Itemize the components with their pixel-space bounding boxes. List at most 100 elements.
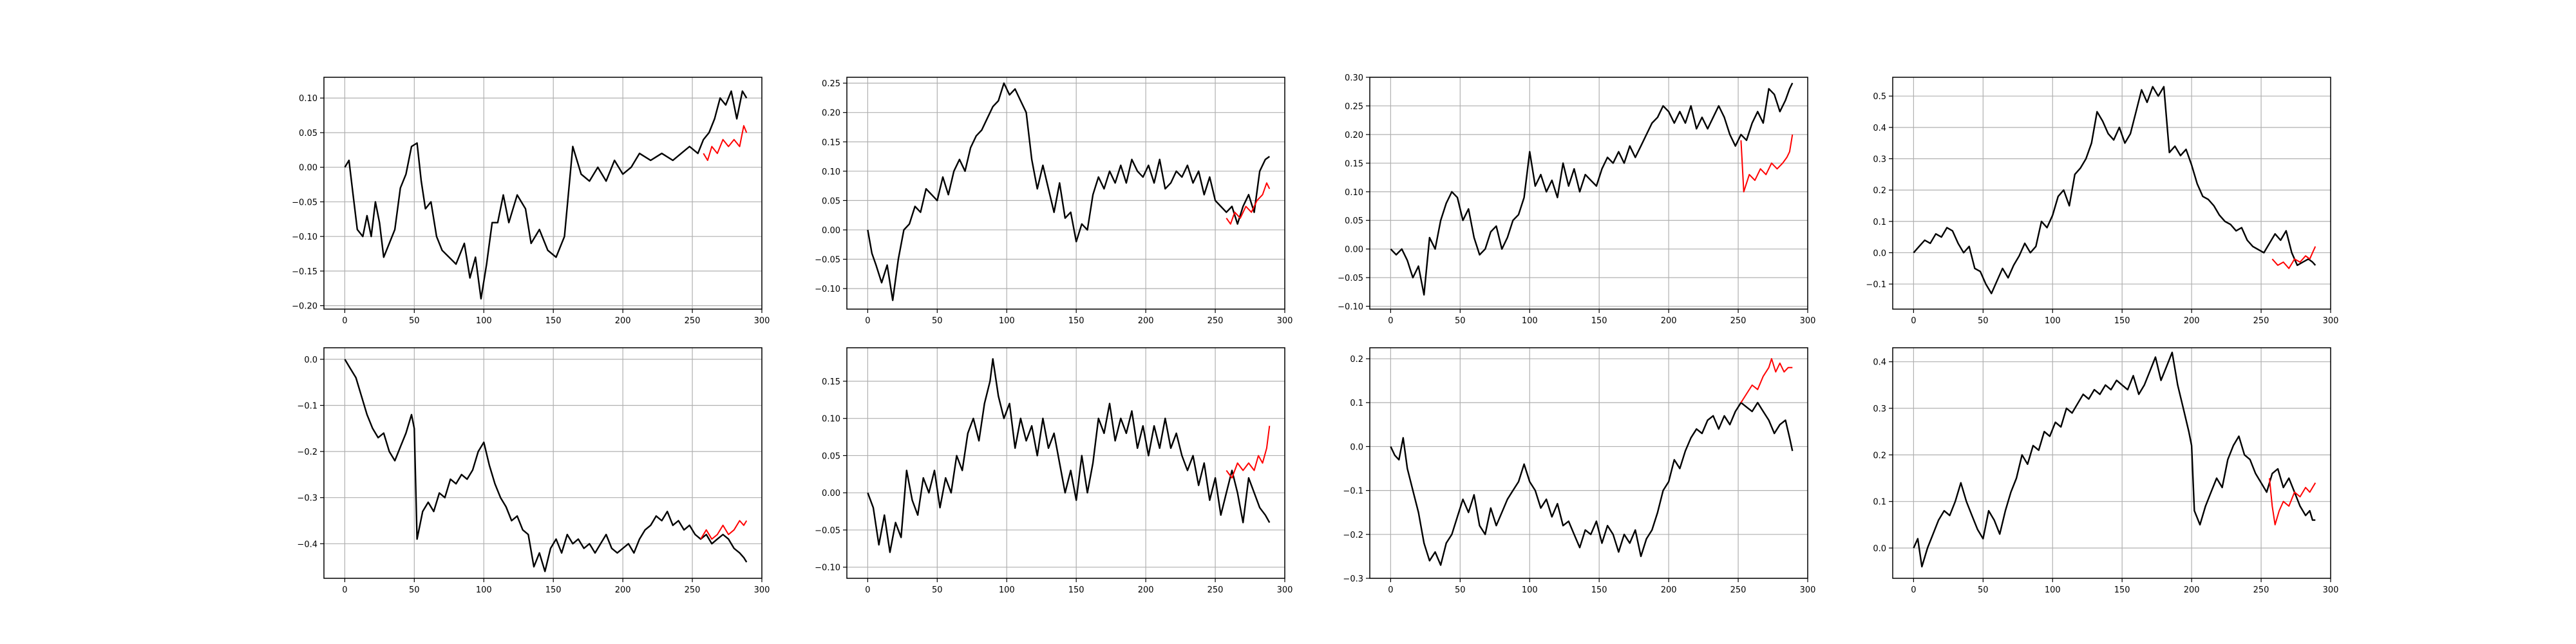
chart-panel: 0 50 100 150 200 250 300 0.2 0.1 0.0 −0.1 −0.2 −0.3 xyxy=(1325,341,1816,604)
x-tick-label: 200 xyxy=(615,316,631,326)
y-tick-label: −0.05 xyxy=(292,198,317,207)
plot-background xyxy=(324,348,762,578)
x-tick-label: 200 xyxy=(1138,585,1154,595)
plot-area: 0 50 100 150 200 250 300 0.2 0.1 0.0 −0.1 −0.2 −0.3 xyxy=(1343,347,1816,595)
x-tick-label: 250 xyxy=(685,585,701,595)
plot-background xyxy=(1893,348,2331,578)
x-tick-label: 300 xyxy=(754,316,770,326)
chart-panel: 0 50 100 150 200 250 300 0.5 0.4 0.3 0.2 0.1 0.0 −0.1 xyxy=(1848,71,2339,335)
y-tick-label: 0.10 xyxy=(1345,188,1363,198)
plot-background xyxy=(1893,77,2331,309)
x-tick-label: 300 xyxy=(1800,316,1816,326)
y-tick-label: 0.25 xyxy=(822,79,840,89)
series-line-actual xyxy=(1390,82,1794,296)
axes-frame xyxy=(323,347,762,579)
series-line-actual xyxy=(1913,86,2316,294)
x-tick-label: 50 xyxy=(1978,585,1989,595)
x-tick-label: 50 xyxy=(1455,585,1466,595)
y-tick-label: −0.2 xyxy=(297,448,317,457)
y-tick-label: 0.0 xyxy=(1873,249,1886,258)
y-tick-label: 0.00 xyxy=(822,226,840,236)
series-line-forecast xyxy=(2269,478,2316,526)
y-tick-label: 0.3 xyxy=(1873,155,1886,164)
x-tick-label: 300 xyxy=(1277,316,1293,326)
x-tick-label: 150 xyxy=(2114,585,2130,595)
x-tick-label: 200 xyxy=(1661,316,1677,326)
y-tick-label: −0.20 xyxy=(292,302,317,312)
plot-area: 0 50 100 150 200 250 300 0.10 0.05 0.00 −0.05 −0.10… xyxy=(292,77,770,326)
x-tick-label: 0 xyxy=(1911,585,1916,595)
y-tick-label: 0.4 xyxy=(1873,358,1886,368)
y-tick-label: 0.10 xyxy=(299,94,317,104)
x-tick-label: 50 xyxy=(409,316,420,326)
series-line-actual xyxy=(1390,401,1794,566)
y-tick-label: −0.3 xyxy=(1343,574,1363,584)
y-tick-label: 0.5 xyxy=(1873,92,1886,102)
x-tick-label: 200 xyxy=(1661,585,1677,595)
x-tick-label: 250 xyxy=(1208,585,1224,595)
chart-panel: 0 50 100 150 200 250 300 0.4 0.3 0.2 0.1 0.0 xyxy=(1848,341,2338,604)
x-tick-label: 0 xyxy=(865,316,870,326)
plot-background xyxy=(1370,348,1808,578)
y-tick-label: 0.05 xyxy=(1345,216,1363,226)
y-tick-label: −0.10 xyxy=(1338,303,1363,312)
x-tick-label: 100 xyxy=(999,585,1015,595)
plot-area: 0 50 100 150 200 250 300 0.0 −0.1 −0.2 −0.3 −0.4 xyxy=(297,347,770,595)
x-tick-label: 50 xyxy=(1978,316,1989,326)
y-tick-label: −0.1 xyxy=(1866,280,1886,290)
series-line-forecast xyxy=(1226,426,1271,479)
axes-frame xyxy=(846,347,1285,579)
axes-frame xyxy=(323,77,762,310)
series-line-forecast xyxy=(2271,246,2316,269)
y-tick-label: 0.15 xyxy=(822,138,840,147)
x-tick-label: 200 xyxy=(615,585,631,595)
chart-svg: 0 50 100 150 200 250 300 0.15 0.10 0.05 0.00 −0.05 −… xyxy=(815,347,1293,595)
x-tick-label: 100 xyxy=(1522,316,1538,326)
x-tick-label: 200 xyxy=(2184,316,2200,326)
series-line-actual xyxy=(1913,351,2316,568)
x-tick-label: 100 xyxy=(2045,316,2061,326)
x-tick-label: 100 xyxy=(2045,585,2061,595)
y-tick-label: 0.00 xyxy=(299,164,317,173)
y-tick-label: 0.10 xyxy=(822,415,840,424)
x-tick-label: 150 xyxy=(1068,585,1084,595)
x-tick-label: 150 xyxy=(1068,316,1084,326)
x-tick-label: 300 xyxy=(2323,316,2339,326)
y-tick-label: 0.30 xyxy=(1345,73,1363,83)
x-tick-label: 250 xyxy=(685,316,701,326)
x-tick-label: 50 xyxy=(932,585,943,595)
series-line-forecast xyxy=(700,520,748,540)
y-tick-label: −0.3 xyxy=(297,494,317,504)
axes-frame xyxy=(846,77,1285,310)
x-tick-label: 150 xyxy=(545,316,562,326)
y-tick-label: −0.05 xyxy=(1338,274,1363,283)
y-tick-label: 0.05 xyxy=(822,451,840,461)
y-tick-label: 0.4 xyxy=(1873,124,1886,133)
x-tick-label: 100 xyxy=(999,316,1015,326)
y-tick-label: 0.2 xyxy=(1350,355,1363,365)
x-tick-label: 0 xyxy=(1911,316,1916,326)
y-tick-label: 0.1 xyxy=(1873,218,1886,227)
x-tick-label: 0 xyxy=(1388,585,1393,595)
y-tick-label: 0.10 xyxy=(822,167,840,177)
series-line-forecast xyxy=(1740,358,1793,403)
chart-panel: 0 50 100 150 200 250 300 0.25 0.20 0.15 0.10 0.05 0.… xyxy=(802,71,1293,335)
x-tick-label: 50 xyxy=(932,316,943,326)
x-tick-label: 100 xyxy=(1522,585,1538,595)
y-tick-label: −0.2 xyxy=(1343,531,1363,540)
y-tick-label: 0.0 xyxy=(1873,544,1886,554)
x-tick-label: 200 xyxy=(1138,316,1154,326)
chart-panel: 0 50 100 150 200 250 300 0.30 0.25 0.20 0.15 0.10 0.… xyxy=(1325,71,1815,335)
x-tick-label: 300 xyxy=(1800,585,1816,595)
y-tick-label: −0.15 xyxy=(292,267,317,277)
chart-panel: 0 50 100 150 200 250 300 0.0 −0.1 −0.2 −0.3 −0.4 xyxy=(279,341,770,604)
y-tick-label: 0.0 xyxy=(1350,442,1363,452)
plot-area: 0 50 100 150 200 250 300 0.30 0.25 0.20 0.15 0.10 0.… xyxy=(1338,73,1815,326)
series-line-forecast xyxy=(1226,182,1271,225)
chart-svg: 0 50 100 150 200 250 300 0.25 0.20 0.15 0.10 0.05 0.… xyxy=(815,77,1293,326)
y-tick-label: 0.20 xyxy=(1345,131,1363,140)
y-tick-label: 0.3 xyxy=(1873,404,1886,414)
y-tick-label: 0.15 xyxy=(1345,159,1363,169)
plot-background xyxy=(847,77,1285,309)
